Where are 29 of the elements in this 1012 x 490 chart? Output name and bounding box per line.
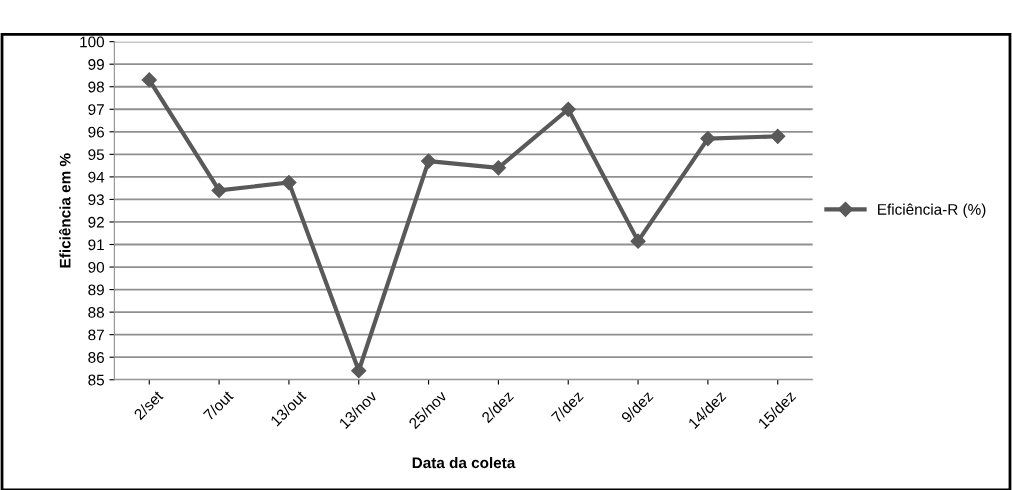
- y-axis-title: Eficiência em %: [59, 153, 71, 268]
- point: [700, 131, 716, 147]
- y-tick-label: 97: [88, 104, 104, 115]
- y-tick-label: 86: [88, 352, 104, 363]
- y-tick-label: 93: [88, 194, 104, 206]
- y-tick-label: 100: [80, 36, 105, 48]
- point: [630, 233, 646, 249]
- point: [770, 128, 786, 144]
- point: [351, 363, 367, 379]
- y-tick-label: 85: [88, 374, 104, 386]
- point: [490, 160, 506, 176]
- point: [421, 153, 437, 169]
- legend-label: Eficiência-R (%): [878, 203, 986, 218]
- y-tick-label: 92: [88, 216, 104, 228]
- y-tick-label: 90: [88, 261, 105, 273]
- point: [560, 101, 576, 117]
- point: [281, 174, 297, 191]
- x-axis-title: Data da coleta: [412, 456, 516, 469]
- y-tick-label: 96: [88, 126, 104, 138]
- y-tick-label: 99: [88, 59, 104, 70]
- y-tick-label: 91: [88, 239, 104, 251]
- y-tick-label: 94: [88, 171, 105, 183]
- y-tick-label: 95: [88, 149, 104, 161]
- y-tick-label: 87: [88, 329, 104, 341]
- y-tick-label: 89: [88, 284, 104, 296]
- point: [211, 182, 227, 198]
- y-tick-label: 88: [88, 307, 104, 318]
- y-tick-label: 98: [88, 81, 104, 93]
- point: [141, 72, 157, 88]
